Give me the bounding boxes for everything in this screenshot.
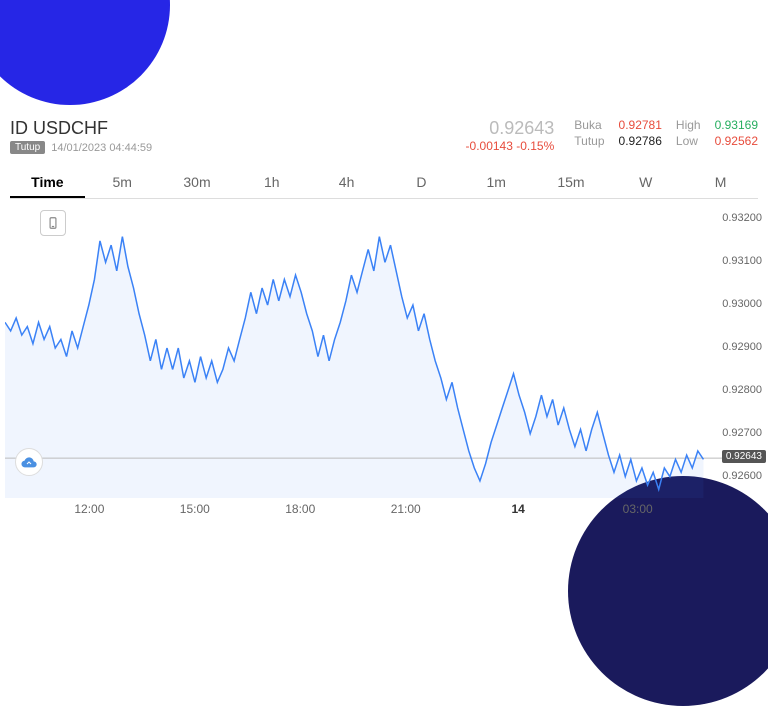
cloud-icon [21, 456, 37, 468]
close-label: Tutup [574, 134, 604, 148]
quote-header: ID USDCHF Tutup 14/01/2023 04:44:59 0.92… [10, 118, 758, 154]
y-axis-labels: 0.93200 0.93100 0.93000 0.92900 0.92800 0.927… [714, 198, 766, 498]
high-label: High [676, 118, 701, 132]
symbol-block: ID USDCHF Tutup 14/01/2023 04:44:59 [10, 118, 152, 154]
y-tick-label: 0.93200 [722, 212, 762, 224]
x-tick-label: 15:00 [180, 502, 210, 516]
timeframe-tab-time[interactable]: Time [10, 168, 85, 198]
y-tick-label: 0.92800 [722, 384, 762, 396]
market-status-badge: Tutup [10, 141, 45, 154]
y-tick-label: 0.93000 [722, 298, 762, 310]
timeframe-tab-w[interactable]: W [608, 168, 683, 198]
symbol-name: ID USDCHF [10, 118, 152, 139]
open-label: Buka [574, 118, 604, 132]
price-block: 0.92643 -0.00143 -0.15% [466, 118, 575, 153]
x-tick-label: 18:00 [285, 502, 315, 516]
timeframe-tab-30m[interactable]: 30m [160, 168, 235, 198]
low-label: Low [676, 134, 701, 148]
phone-rotate-icon [46, 216, 60, 230]
x-tick-label: 14 [512, 502, 525, 516]
y-tick-label: 0.92600 [722, 470, 762, 482]
x-tick-label: 21:00 [391, 502, 421, 516]
close-value: 0.92786 [619, 134, 662, 148]
price-chart[interactable] [5, 198, 763, 498]
timeframe-tab-d[interactable]: D [384, 168, 459, 198]
timeframe-tab-1m[interactable]: 1m [459, 168, 534, 198]
last-price: 0.92643 [466, 118, 555, 139]
open-value: 0.92781 [619, 118, 662, 132]
high-value: 0.93169 [715, 118, 758, 132]
cloud-sync-button[interactable] [15, 448, 43, 476]
y-tick-label: 0.92700 [722, 427, 762, 439]
timeframe-tabs: Time5m30m1h4hD1m15mWM [10, 168, 758, 199]
low-value: 0.92562 [715, 134, 758, 148]
y-tick-label: 0.93100 [722, 255, 762, 267]
timeframe-tab-4h[interactable]: 4h [309, 168, 384, 198]
x-tick-label: 03:00 [623, 502, 653, 516]
x-axis-labels: 12:00 15:00 18:00 21:00 14 03:00 [5, 502, 708, 518]
quote-timestamp: 14/01/2023 04:44:59 [51, 142, 152, 154]
y-tick-label: 0.92900 [722, 341, 762, 353]
ohlc-stats: Buka 0.92781 High 0.93169 Tutup 0.92786 … [574, 118, 758, 148]
current-price-tag: 0.92643 [722, 450, 766, 463]
timeframe-tab-m[interactable]: M [683, 168, 758, 198]
timeframe-tab-5m[interactable]: 5m [85, 168, 160, 198]
brand-logo-circle: H [0, 0, 170, 105]
price-change: -0.00143 -0.15% [466, 139, 555, 153]
rotate-button[interactable] [40, 210, 66, 236]
timeframe-tab-1h[interactable]: 1h [234, 168, 309, 198]
timeframe-tab-15m[interactable]: 15m [534, 168, 609, 198]
x-tick-label: 12:00 [74, 502, 104, 516]
